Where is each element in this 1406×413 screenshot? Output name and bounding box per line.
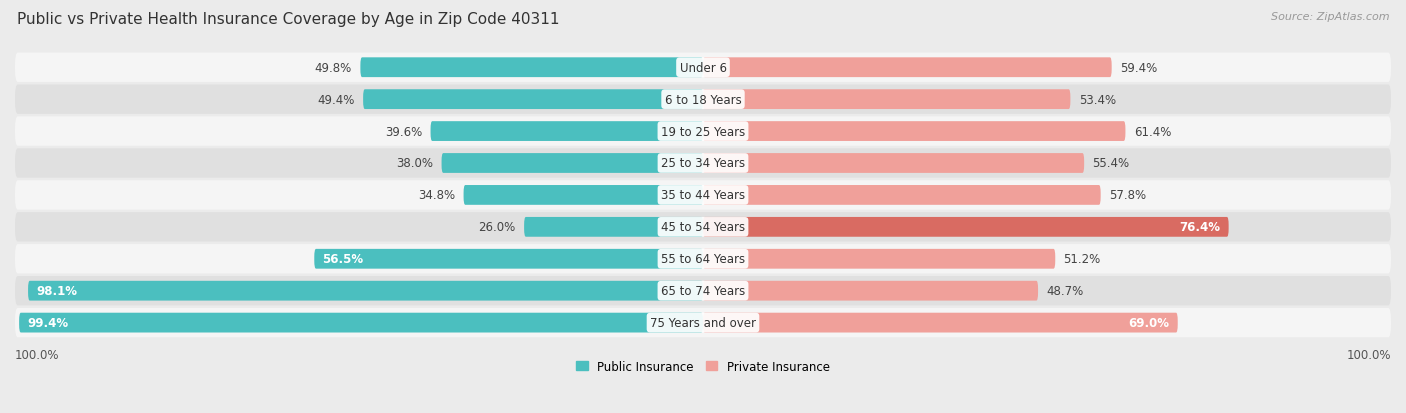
- Text: 59.4%: 59.4%: [1121, 62, 1157, 74]
- FancyBboxPatch shape: [15, 53, 1391, 83]
- Text: 19 to 25 Years: 19 to 25 Years: [661, 125, 745, 138]
- Text: 25 to 34 Years: 25 to 34 Years: [661, 157, 745, 170]
- FancyBboxPatch shape: [20, 313, 703, 333]
- FancyBboxPatch shape: [703, 154, 1084, 173]
- Text: 98.1%: 98.1%: [37, 285, 77, 297]
- Text: 34.8%: 34.8%: [418, 189, 456, 202]
- Text: 100.0%: 100.0%: [1347, 348, 1391, 361]
- Text: 49.4%: 49.4%: [318, 93, 354, 107]
- FancyBboxPatch shape: [703, 122, 1125, 142]
- FancyBboxPatch shape: [464, 185, 703, 205]
- FancyBboxPatch shape: [15, 244, 1391, 274]
- Text: 57.8%: 57.8%: [1109, 189, 1146, 202]
- FancyBboxPatch shape: [28, 281, 703, 301]
- FancyBboxPatch shape: [15, 117, 1391, 146]
- Text: 100.0%: 100.0%: [15, 348, 59, 361]
- Text: 61.4%: 61.4%: [1133, 125, 1171, 138]
- FancyBboxPatch shape: [15, 149, 1391, 178]
- Text: 53.4%: 53.4%: [1078, 93, 1116, 107]
- Text: 48.7%: 48.7%: [1046, 285, 1084, 297]
- FancyBboxPatch shape: [15, 308, 1391, 337]
- Text: 38.0%: 38.0%: [396, 157, 433, 170]
- FancyBboxPatch shape: [703, 90, 1070, 110]
- FancyBboxPatch shape: [15, 276, 1391, 306]
- Legend: Public Insurance, Private Insurance: Public Insurance, Private Insurance: [576, 360, 830, 373]
- FancyBboxPatch shape: [703, 281, 1038, 301]
- FancyBboxPatch shape: [360, 58, 703, 78]
- Text: 99.4%: 99.4%: [27, 316, 69, 329]
- FancyBboxPatch shape: [15, 85, 1391, 114]
- FancyBboxPatch shape: [703, 249, 1056, 269]
- Text: 65 to 74 Years: 65 to 74 Years: [661, 285, 745, 297]
- FancyBboxPatch shape: [15, 213, 1391, 242]
- Text: 45 to 54 Years: 45 to 54 Years: [661, 221, 745, 234]
- Text: 76.4%: 76.4%: [1180, 221, 1220, 234]
- Text: Source: ZipAtlas.com: Source: ZipAtlas.com: [1271, 12, 1389, 22]
- Text: 26.0%: 26.0%: [478, 221, 516, 234]
- FancyBboxPatch shape: [703, 313, 1178, 333]
- Text: 55 to 64 Years: 55 to 64 Years: [661, 253, 745, 266]
- FancyBboxPatch shape: [524, 217, 703, 237]
- FancyBboxPatch shape: [441, 154, 703, 173]
- Text: 49.8%: 49.8%: [315, 62, 352, 74]
- FancyBboxPatch shape: [15, 181, 1391, 210]
- FancyBboxPatch shape: [430, 122, 703, 142]
- Text: 75 Years and over: 75 Years and over: [650, 316, 756, 329]
- FancyBboxPatch shape: [703, 58, 1112, 78]
- Text: Public vs Private Health Insurance Coverage by Age in Zip Code 40311: Public vs Private Health Insurance Cover…: [17, 12, 560, 27]
- Text: 39.6%: 39.6%: [385, 125, 422, 138]
- Text: 6 to 18 Years: 6 to 18 Years: [665, 93, 741, 107]
- FancyBboxPatch shape: [363, 90, 703, 110]
- Text: 56.5%: 56.5%: [322, 253, 364, 266]
- FancyBboxPatch shape: [703, 185, 1101, 205]
- Text: Under 6: Under 6: [679, 62, 727, 74]
- FancyBboxPatch shape: [315, 249, 703, 269]
- Text: 69.0%: 69.0%: [1129, 316, 1170, 329]
- Text: 35 to 44 Years: 35 to 44 Years: [661, 189, 745, 202]
- Text: 51.2%: 51.2%: [1063, 253, 1101, 266]
- FancyBboxPatch shape: [703, 217, 1229, 237]
- Text: 55.4%: 55.4%: [1092, 157, 1129, 170]
